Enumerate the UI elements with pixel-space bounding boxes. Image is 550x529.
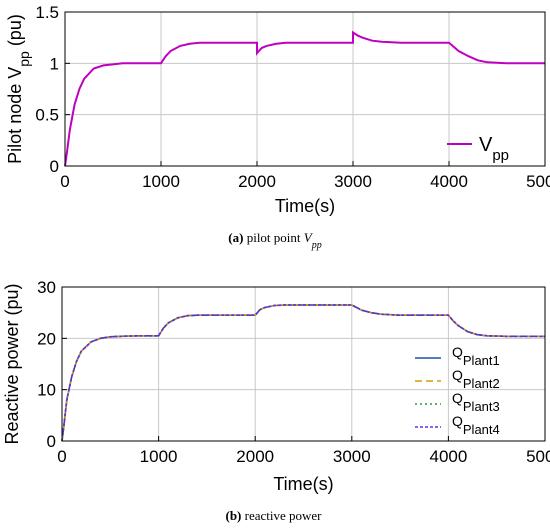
y-axis-label: Reactive power (pu) [2, 283, 22, 444]
y-tick-label: 0.5 [35, 106, 59, 125]
x-axis-label: Time(s) [275, 196, 335, 216]
y-tick-label: 1 [50, 54, 59, 73]
y-axis-label: Pilot node Vpp (pu) [5, 14, 32, 164]
series-line-v-pp [64, 30, 545, 167]
x-tick-label: 4000 [429, 447, 467, 466]
plot-frame [61, 286, 546, 442]
legend-entry: QPlant4 [452, 413, 500, 437]
x-tick-label: 1000 [140, 447, 178, 466]
legend: Vpp [447, 134, 509, 164]
x-tick-label: 4000 [430, 172, 468, 191]
y-tick-label: 20 [37, 329, 56, 348]
x-axis-label: Time(s) [273, 474, 333, 494]
legend-entry: QPlant1 [452, 344, 500, 368]
panel-caption: (a) pilot point Vpp [228, 230, 321, 251]
plot-frame [64, 11, 546, 167]
x-tick-label: 0 [60, 172, 69, 191]
legend-entry: Vpp [479, 134, 509, 164]
legend-entry: QPlant3 [452, 390, 500, 414]
y-tick-label: 30 [37, 278, 56, 297]
y-tick-label: 0 [50, 157, 59, 176]
x-tick-label: 3000 [333, 447, 371, 466]
x-tick-label: 2000 [238, 172, 276, 191]
series-line-q-plant4 [61, 304, 545, 442]
panel-caption: (b) reactive power [225, 508, 322, 523]
y-tick-label: 0 [47, 432, 56, 451]
y-tick-label: 1.5 [35, 3, 59, 22]
x-tick-label: 2000 [236, 447, 274, 466]
x-tick-label: 3000 [334, 172, 372, 191]
y-tick-label: 10 [37, 381, 56, 400]
legend-entry: QPlant2 [452, 367, 500, 391]
x-tick-label: 1000 [142, 172, 180, 191]
x-tick-label: 0 [57, 447, 66, 466]
